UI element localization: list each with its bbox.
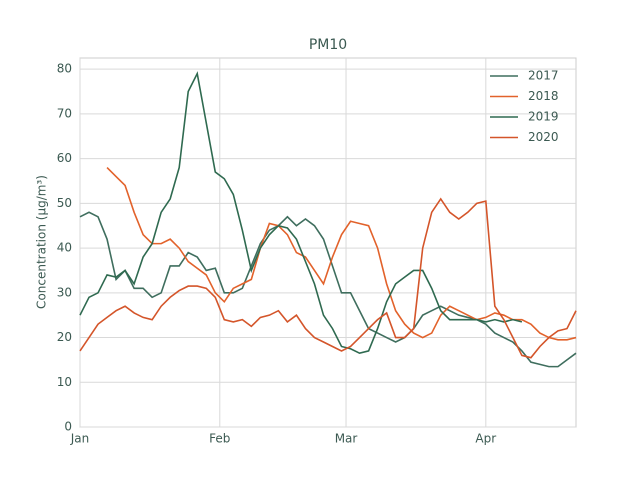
x-tick-label: Jan	[70, 432, 90, 446]
y-axis-label: Concentration (μg/m³)	[35, 175, 49, 309]
legend-label: 2020	[528, 130, 559, 144]
y-tick-label: 30	[57, 285, 72, 299]
x-tick-label: Mar	[335, 432, 358, 446]
y-tick-label: 60	[57, 151, 72, 165]
y-tick-label: 40	[57, 241, 72, 255]
y-tick-label: 0	[64, 420, 72, 434]
series-line	[79, 197, 577, 359]
y-tick-label: 10	[57, 375, 72, 389]
y-tick-label: 80	[57, 62, 72, 76]
series-line	[79, 211, 577, 368]
x-tick-label: Feb	[209, 432, 230, 446]
chart-title: PM10	[309, 37, 347, 53]
series-line	[79, 71, 523, 355]
legend-label: 2017	[528, 69, 559, 83]
y-tick-label: 20	[57, 330, 72, 344]
plot-area	[79, 57, 577, 428]
y-tick-label: 70	[57, 106, 72, 120]
series-line	[106, 167, 577, 341]
y-tick-label: 50	[57, 196, 72, 210]
legend-label: 2018	[528, 89, 559, 103]
legend-label: 2019	[528, 110, 559, 124]
x-tick-label: Apr	[475, 432, 496, 446]
